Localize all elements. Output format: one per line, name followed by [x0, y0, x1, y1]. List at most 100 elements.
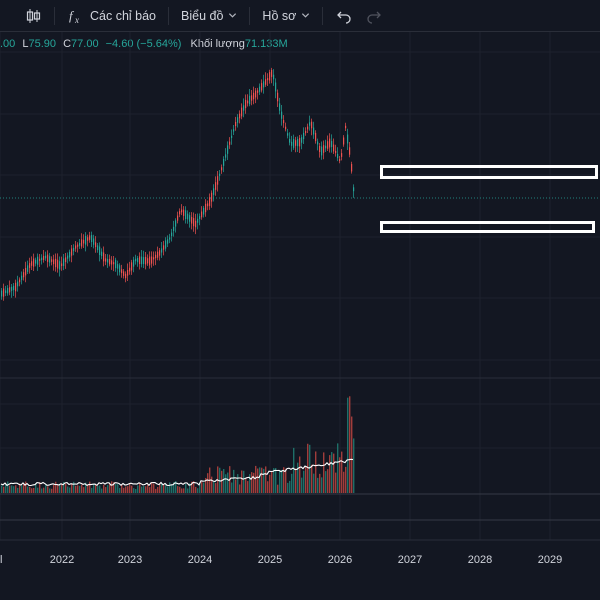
volume-bar — [79, 485, 81, 493]
annotation-rectangle[interactable] — [380, 221, 595, 233]
volume-bar — [51, 488, 53, 493]
candle-body — [311, 121, 313, 129]
volume-bar — [269, 474, 271, 493]
candle-body — [27, 265, 29, 272]
candle-body — [155, 254, 157, 259]
candle-body — [191, 216, 193, 224]
volume-bar — [241, 470, 243, 493]
candle-body — [219, 173, 221, 176]
volume-bar — [61, 483, 63, 493]
volume-bar — [129, 484, 131, 493]
annotation-rectangle[interactable] — [380, 165, 598, 179]
volume-bar — [103, 484, 105, 493]
chart-type-button[interactable] — [0, 0, 48, 32]
volume-bar — [235, 479, 237, 493]
volume-bar — [39, 482, 41, 493]
volume-bar — [113, 482, 115, 493]
volume-bar — [105, 487, 107, 493]
candle-body — [167, 239, 169, 244]
candle-body — [77, 244, 79, 247]
volume-bar — [13, 486, 15, 493]
candle-body — [37, 256, 39, 265]
candle-body — [197, 218, 199, 223]
volume-bar — [141, 486, 143, 493]
volume-bar — [205, 477, 207, 493]
candle-body — [57, 259, 59, 269]
candle-body — [343, 137, 345, 145]
chevron-down-icon — [229, 13, 237, 18]
volume-bar — [203, 482, 205, 493]
candle-body — [91, 235, 93, 243]
volume-bar — [257, 468, 259, 493]
volume-bar — [281, 470, 283, 493]
candle-body — [301, 137, 303, 143]
candle-body — [111, 260, 113, 265]
volume-bar — [245, 478, 247, 493]
candle-body — [303, 132, 305, 140]
x-tick-label: 2024 — [188, 554, 212, 566]
volume-bar — [323, 452, 325, 493]
candle-body — [67, 255, 69, 259]
volume-bar — [41, 488, 43, 493]
volume-value: 71.133M — [244, 38, 288, 50]
candle-body — [267, 78, 269, 81]
chart-menu-label: Biểu đồ — [181, 8, 224, 23]
candle-body — [237, 117, 239, 123]
volume-bar — [263, 468, 265, 493]
candle-body — [295, 140, 297, 146]
volume-bar — [91, 487, 93, 493]
volume-bar — [267, 481, 269, 493]
candle-body — [347, 134, 349, 144]
candle-body — [115, 259, 117, 269]
volume-bar — [231, 482, 233, 493]
volume-bar — [227, 472, 229, 493]
volume-bar — [121, 484, 123, 493]
candle-body — [61, 263, 63, 266]
candle-body — [309, 122, 311, 126]
candle-body — [299, 138, 301, 147]
candle-body — [305, 130, 307, 134]
candle-body — [23, 272, 25, 278]
volume-bar — [193, 481, 195, 493]
volume-bar — [311, 464, 313, 493]
candle-body — [159, 250, 161, 256]
candle-body — [297, 139, 299, 147]
candle-body — [15, 282, 17, 292]
undo-button[interactable] — [329, 0, 359, 32]
volume-bar — [23, 483, 25, 493]
undo-icon — [337, 11, 351, 24]
price-chart[interactable]: l 2022 2023 2024 2025 2026 2027 2028 2029 — [0, 32, 600, 600]
candle-body — [53, 259, 55, 265]
volume-bar — [147, 484, 149, 493]
candle-body — [339, 158, 341, 162]
x-tick-label: 2027 — [398, 554, 422, 566]
candle-body — [245, 99, 247, 109]
volume-bar — [191, 481, 193, 493]
redo-button[interactable] — [359, 0, 389, 32]
volume-bar — [189, 483, 191, 493]
candle-body — [161, 248, 163, 253]
volume-bar — [89, 481, 91, 493]
indicators-button[interactable]: f x Các chỉ báo — [61, 0, 162, 32]
x-tick-label: 2023 — [118, 554, 142, 566]
volume-bar — [211, 476, 213, 493]
toolbar-separator — [249, 6, 251, 25]
candle-body — [279, 103, 281, 111]
candle-body — [181, 209, 183, 213]
candle-body — [183, 209, 185, 216]
open-value: .00 — [0, 38, 16, 50]
candle-body — [129, 267, 131, 272]
candle-body — [287, 133, 289, 136]
volume-bar — [153, 483, 155, 493]
volume-bar — [331, 452, 333, 493]
candle-body — [95, 242, 97, 248]
x-tick-label: 2022 — [50, 554, 74, 566]
volume-bar — [37, 487, 39, 493]
chart-menu-button[interactable]: Biểu đồ — [175, 0, 243, 32]
toolbar-separator — [54, 6, 55, 25]
profile-menu-button[interactable]: Hồ sơ — [256, 0, 316, 32]
volume-bar — [343, 471, 345, 493]
toolbar-separator — [168, 6, 170, 25]
candle-body — [243, 105, 245, 111]
volume-bar — [33, 487, 35, 493]
